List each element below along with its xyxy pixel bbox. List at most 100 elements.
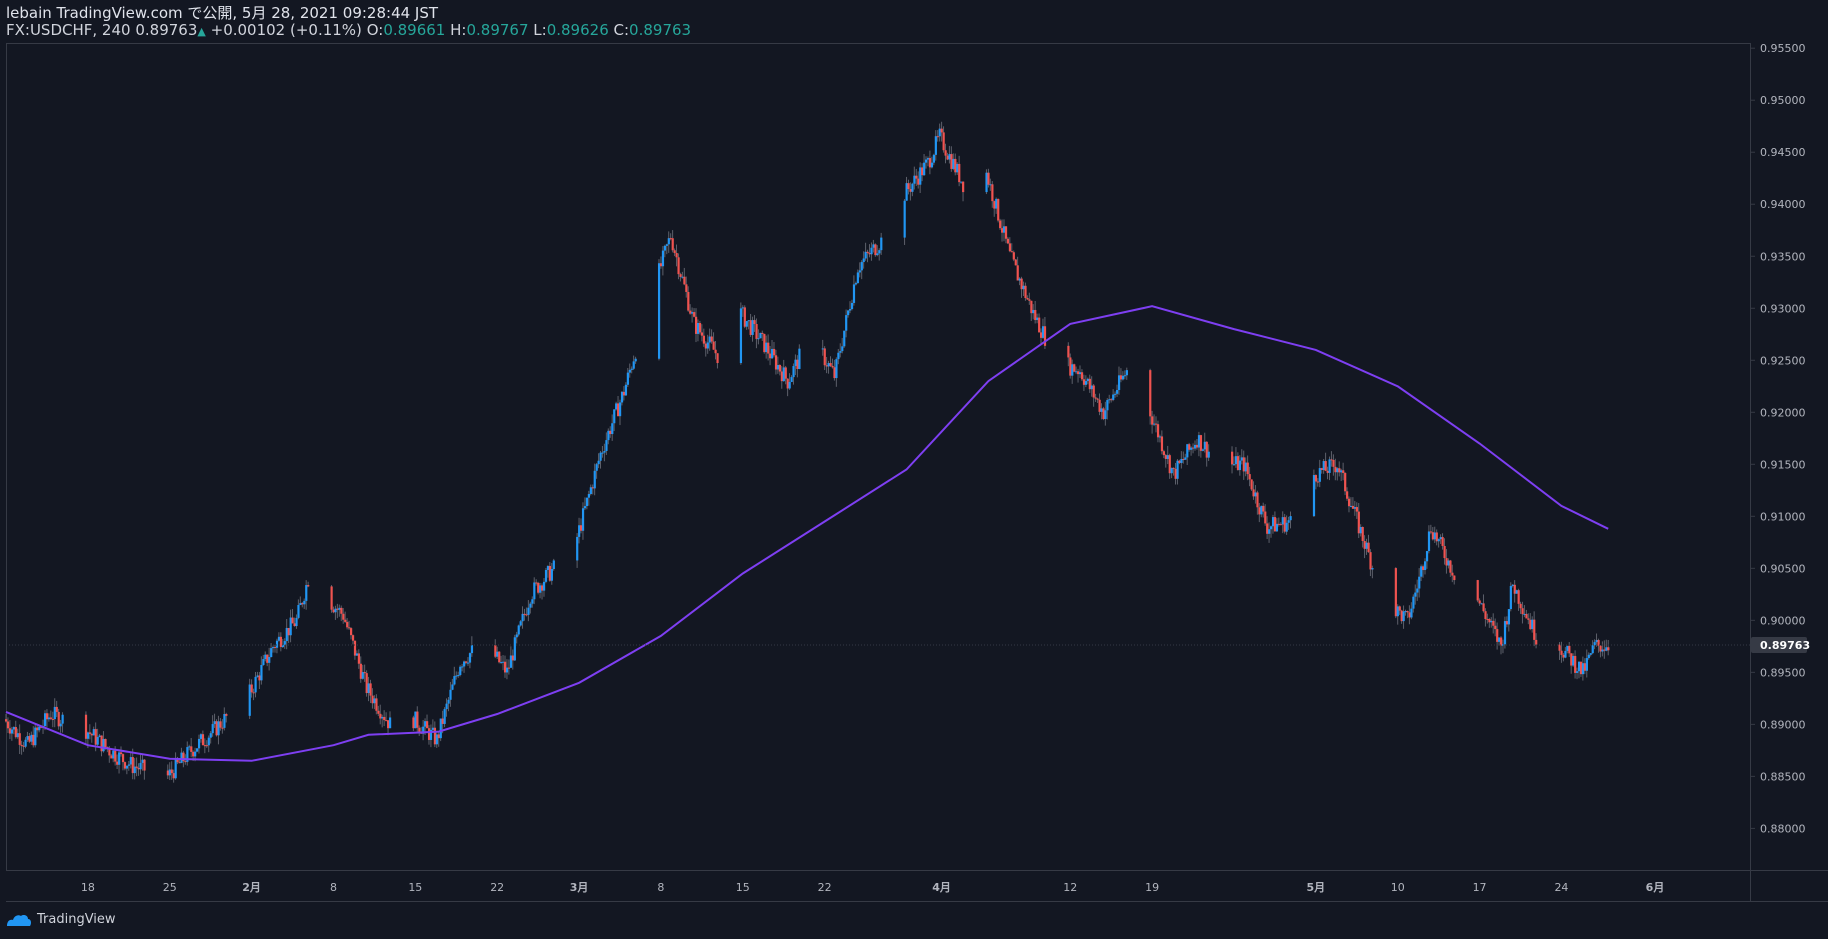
candle — [687, 286, 690, 312]
candle — [880, 232, 883, 255]
candle — [1433, 526, 1436, 544]
candle — [199, 733, 203, 743]
candle — [129, 752, 132, 769]
candle — [533, 577, 536, 605]
footer-branding[interactable]: TradingView — [6, 912, 116, 927]
candle — [527, 600, 530, 622]
candle — [1158, 434, 1162, 443]
candle — [523, 608, 526, 621]
candle — [412, 715, 415, 731]
candle — [110, 753, 113, 759]
candle — [843, 330, 846, 348]
candle — [515, 631, 518, 644]
candle — [1443, 538, 1446, 565]
candle — [1036, 313, 1039, 324]
candle — [1238, 455, 1242, 476]
candle — [344, 611, 347, 623]
candle — [188, 744, 191, 751]
candle — [1334, 458, 1337, 481]
candle — [1028, 292, 1031, 305]
candle — [576, 533, 579, 568]
candle — [673, 248, 676, 257]
candle — [583, 497, 587, 510]
candle — [1188, 442, 1191, 452]
candle — [429, 724, 433, 748]
candle — [186, 741, 189, 766]
candle — [1201, 448, 1204, 452]
candle — [463, 660, 466, 673]
open-label: O: — [366, 21, 384, 39]
candle — [379, 704, 382, 725]
candle — [1564, 647, 1567, 659]
candle — [1601, 641, 1604, 657]
candle — [1190, 446, 1193, 456]
candle — [1359, 524, 1362, 537]
candle — [1316, 478, 1319, 487]
candle — [1414, 584, 1417, 605]
candle — [1180, 451, 1183, 469]
candle — [1394, 567, 1397, 619]
candle — [355, 650, 359, 656]
candle — [96, 728, 99, 747]
candle — [459, 665, 462, 677]
candle — [693, 308, 696, 318]
candle — [32, 726, 35, 748]
candle — [1322, 458, 1325, 474]
candle — [1406, 610, 1409, 619]
candle — [1371, 565, 1374, 579]
candle — [792, 363, 795, 385]
candle — [1482, 594, 1485, 613]
candle — [1149, 368, 1152, 425]
candle — [1410, 602, 1413, 620]
candle — [535, 579, 538, 586]
candle — [1480, 602, 1483, 605]
price-axis[interactable]: 0.95500 0.95000 0.94500 0.94000 0.93500 0.930… — [1750, 42, 1806, 835]
candle — [759, 332, 762, 339]
candle — [437, 731, 440, 747]
candle — [289, 609, 292, 643]
time-axis[interactable]: 18 25 2月 8 15 22 3月 8 15 22 4月 12 19 5月 10 17 24 6月 — [81, 881, 1664, 894]
candle — [30, 731, 33, 745]
candle — [1252, 481, 1255, 500]
candle — [137, 763, 140, 776]
candle — [917, 171, 920, 189]
candle — [580, 518, 583, 534]
candle — [1423, 558, 1427, 575]
time-tick-label: 25 — [163, 881, 177, 894]
candle — [461, 663, 464, 672]
candle — [716, 353, 719, 369]
candle — [1365, 538, 1368, 555]
candle — [1160, 430, 1164, 455]
candle — [835, 357, 838, 387]
candle — [1108, 394, 1111, 404]
candle — [866, 249, 869, 263]
price-tick-label: 0.90000 — [1760, 614, 1806, 627]
candle — [539, 582, 542, 599]
candle — [275, 638, 279, 654]
candle — [447, 697, 450, 712]
candle — [529, 601, 532, 614]
candle — [367, 676, 370, 702]
candle — [925, 156, 928, 169]
candle — [753, 315, 756, 332]
candle — [264, 651, 267, 662]
time-tick-label: 17 — [1473, 881, 1487, 894]
candle — [1581, 656, 1585, 681]
candle — [5, 713, 8, 723]
candle — [338, 604, 341, 617]
candle — [1591, 640, 1594, 655]
candle — [1043, 317, 1047, 349]
candle — [125, 765, 129, 775]
candle — [765, 335, 768, 359]
candle — [250, 679, 253, 698]
candle — [659, 256, 663, 269]
candle — [1570, 653, 1573, 674]
candle — [1416, 579, 1419, 601]
price-tick-label: 0.91000 — [1760, 510, 1806, 523]
symbol-interval[interactable]: FX:USDCHF, 240 — [6, 21, 131, 39]
candle — [696, 319, 700, 342]
candle — [260, 656, 263, 685]
candle — [121, 753, 125, 771]
candle — [513, 634, 516, 661]
